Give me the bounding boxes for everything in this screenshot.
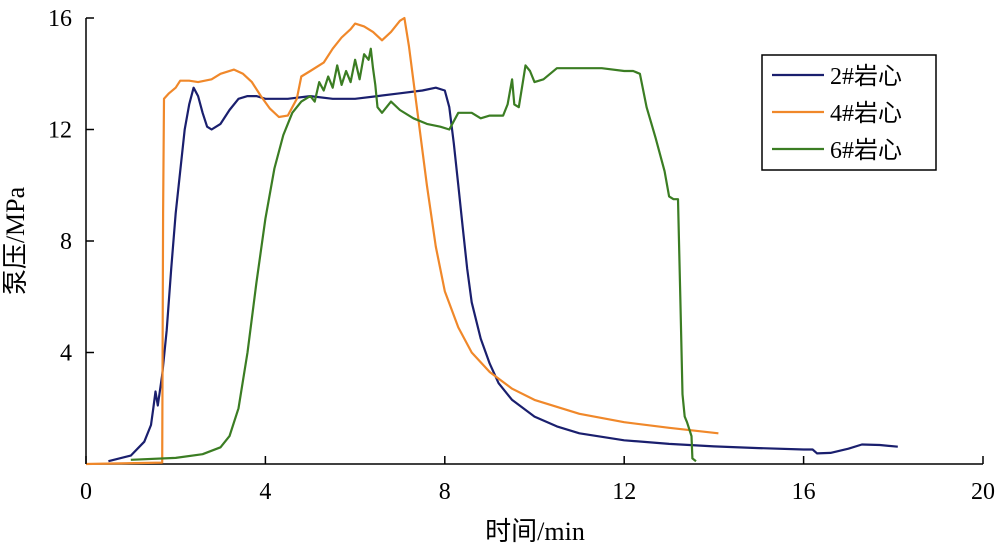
series-layer — [85, 16, 898, 466]
legend-label: 4#岩心 — [830, 100, 902, 127]
series-line — [85, 16, 719, 466]
series-line — [130, 47, 697, 463]
x-tick-label: 0 — [80, 479, 92, 505]
y-tick-label: 16 — [48, 6, 72, 32]
legend-label: 6#岩心 — [830, 137, 902, 164]
y-axis-title: 泵压/MPa — [1, 186, 30, 295]
y-tick-label: 12 — [48, 118, 72, 144]
y-tick-label: 8 — [60, 229, 72, 255]
legend-label: 2#岩心 — [830, 63, 902, 90]
x-tick-label: 12 — [612, 479, 636, 505]
x-axis-title: 时间/min — [485, 517, 585, 546]
legend: 2#岩心 4#岩心 6#岩心 — [761, 54, 937, 171]
x-tick-label: 16 — [792, 479, 816, 505]
x-tick-label: 20 — [971, 479, 995, 505]
y-tick-label: 4 — [60, 341, 72, 367]
x-tick-label: 4 — [259, 479, 271, 505]
x-tick-label: 8 — [439, 479, 451, 505]
ticks-layer: 0 4 8 12 16 20 4 8 12 16 — [48, 6, 995, 505]
